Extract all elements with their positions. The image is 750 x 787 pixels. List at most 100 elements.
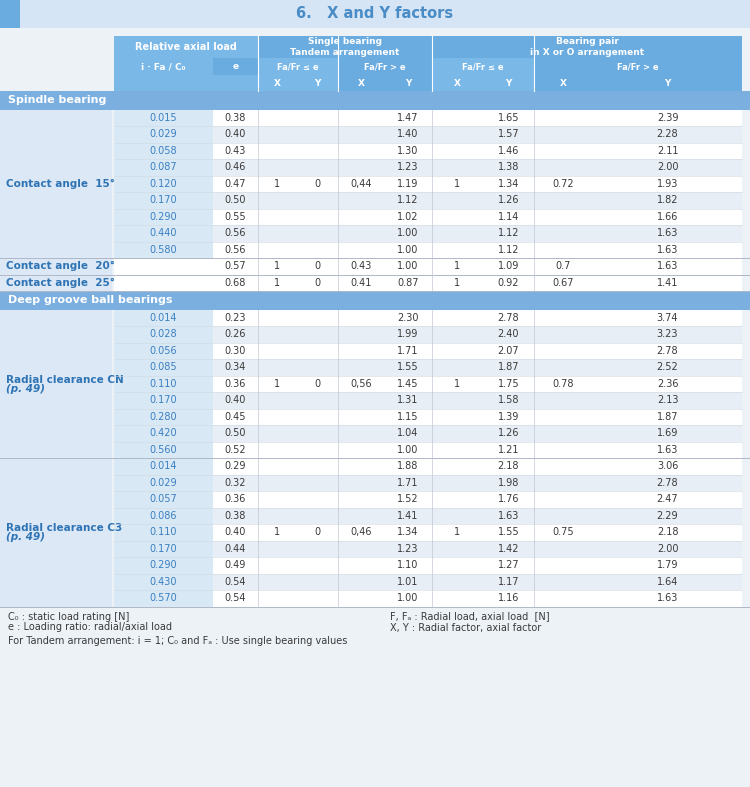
Bar [0, 0, 750, 28]
Bar [114, 109, 213, 126]
Text: 0: 0 [314, 379, 320, 389]
Text: 0.120: 0.120 [150, 179, 177, 189]
Bar [114, 342, 742, 359]
Bar [114, 209, 213, 225]
Text: 0.40: 0.40 [225, 395, 246, 405]
Text: 1.63: 1.63 [657, 245, 678, 255]
Text: Deep groove ball bearings: Deep groove ball bearings [8, 295, 172, 305]
Bar [114, 159, 742, 176]
Bar [114, 326, 742, 342]
Bar [114, 375, 213, 392]
Text: 2.11: 2.11 [657, 146, 678, 156]
Text: 1.21: 1.21 [498, 445, 519, 455]
Text: e: e [232, 62, 238, 71]
Text: 0.32: 0.32 [225, 478, 246, 488]
Text: 0.72: 0.72 [553, 179, 574, 189]
Bar [534, 58, 742, 75]
Text: 2.78: 2.78 [657, 478, 678, 488]
Text: 0.43: 0.43 [225, 146, 246, 156]
Bar [114, 58, 213, 75]
Bar [114, 159, 213, 176]
Text: 0.50: 0.50 [225, 428, 246, 438]
Text: 0.085: 0.085 [150, 362, 177, 372]
Bar [114, 408, 742, 425]
Text: 1.87: 1.87 [498, 362, 519, 372]
Bar [0, 0, 20, 28]
Bar [338, 75, 432, 91]
Text: 1.45: 1.45 [398, 379, 418, 389]
Text: X: X [274, 79, 280, 87]
Text: 2.00: 2.00 [657, 162, 678, 172]
Text: 1.16: 1.16 [498, 593, 519, 604]
Text: 0.67: 0.67 [553, 278, 574, 288]
Bar [114, 225, 213, 242]
Text: 1.55: 1.55 [398, 362, 418, 372]
Text: 1.15: 1.15 [398, 412, 418, 422]
Text: 1.01: 1.01 [398, 577, 418, 587]
Bar [114, 192, 742, 209]
Text: Relative axial load: Relative axial load [135, 42, 237, 52]
Text: Y: Y [314, 79, 320, 87]
Text: 1.79: 1.79 [657, 560, 678, 571]
Text: 1: 1 [454, 527, 460, 538]
Text: 0: 0 [314, 179, 320, 189]
Text: 2.78: 2.78 [498, 312, 519, 323]
Text: 0.41: 0.41 [350, 278, 372, 288]
Text: Radial clearance C3: Radial clearance C3 [6, 523, 122, 534]
Text: 3.23: 3.23 [657, 329, 678, 339]
Text: 1: 1 [274, 261, 280, 272]
Text: 0.52: 0.52 [225, 445, 246, 455]
Text: 0.47: 0.47 [225, 179, 246, 189]
Text: 0.43: 0.43 [350, 261, 372, 272]
Bar [114, 109, 742, 126]
Text: 0.68: 0.68 [225, 278, 246, 288]
Text: 0.46: 0.46 [225, 162, 246, 172]
Bar [114, 359, 742, 375]
Text: 0.170: 0.170 [150, 195, 177, 205]
Text: 0.54: 0.54 [225, 577, 246, 587]
Text: 0.26: 0.26 [225, 329, 246, 339]
Text: 0.78: 0.78 [553, 379, 574, 389]
Text: 0.44: 0.44 [225, 544, 246, 554]
Text: 0.29: 0.29 [225, 461, 246, 471]
Bar [114, 342, 213, 359]
Text: 0,44: 0,44 [350, 179, 372, 189]
Text: 0.056: 0.056 [150, 345, 177, 356]
Text: 1.31: 1.31 [398, 395, 418, 405]
Text: 0: 0 [314, 261, 320, 272]
Text: 1.00: 1.00 [398, 228, 418, 238]
Text: 0.36: 0.36 [225, 379, 246, 389]
Text: 1.38: 1.38 [498, 162, 519, 172]
Text: 0.087: 0.087 [150, 162, 177, 172]
Text: 1.04: 1.04 [398, 428, 418, 438]
Text: 2.78: 2.78 [657, 345, 678, 356]
Bar [114, 491, 742, 508]
Text: 0.75: 0.75 [553, 527, 574, 538]
Bar [0, 258, 112, 275]
Text: F, Fₐ : Radial load, axial load  [N]: F, Fₐ : Radial load, axial load [N] [390, 611, 550, 622]
Text: 1.19: 1.19 [398, 179, 418, 189]
Text: 0.87: 0.87 [398, 278, 418, 288]
Text: 1.41: 1.41 [657, 278, 678, 288]
Text: 0.40: 0.40 [225, 527, 246, 538]
Text: 0.36: 0.36 [225, 494, 246, 504]
Text: 0.440: 0.440 [150, 228, 177, 238]
Text: 3.74: 3.74 [657, 312, 678, 323]
Text: 1: 1 [274, 527, 280, 538]
Bar [432, 58, 534, 75]
Bar [114, 258, 742, 275]
Bar [258, 36, 432, 58]
Text: Contact angle  15°: Contact angle 15° [6, 179, 115, 189]
Text: 0,46: 0,46 [350, 527, 372, 538]
Text: 1.87: 1.87 [657, 412, 678, 422]
Text: 1.63: 1.63 [657, 445, 678, 455]
Text: 0.38: 0.38 [225, 511, 246, 521]
Text: 1.63: 1.63 [498, 511, 519, 521]
Bar [114, 309, 213, 326]
Text: 1: 1 [274, 179, 280, 189]
Text: 0.110: 0.110 [150, 527, 177, 538]
Text: 1.42: 1.42 [498, 544, 519, 554]
Bar [114, 557, 742, 574]
Text: 1.76: 1.76 [498, 494, 519, 504]
Text: 0.54: 0.54 [225, 593, 246, 604]
